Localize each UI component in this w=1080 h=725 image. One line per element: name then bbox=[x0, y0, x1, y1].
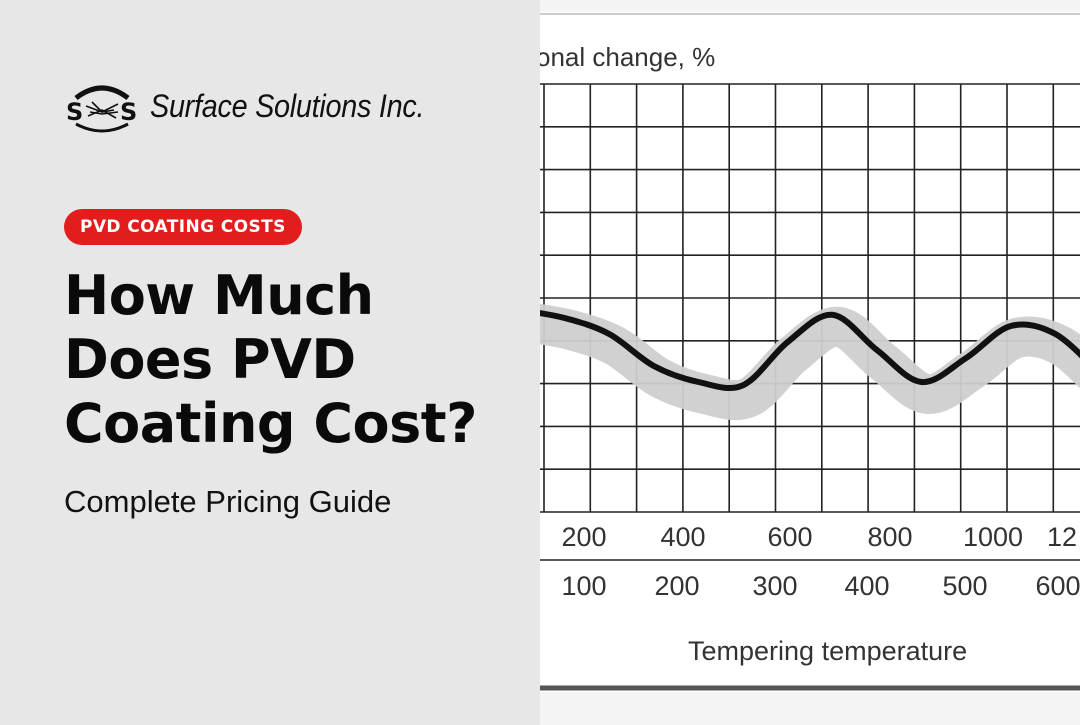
x-tick-upper-label: 800 bbox=[867, 522, 912, 552]
page-title: How Much Does PVD Coating Cost? bbox=[64, 264, 524, 456]
x-tick-upper-label: 600 bbox=[767, 522, 812, 552]
x-tick-upper-label: 12 bbox=[1047, 522, 1077, 552]
tolerance-band bbox=[540, 303, 1080, 420]
brand-logo[interactable]: S S Surface Solutions Inc. bbox=[62, 76, 455, 136]
logo-letter-left: S bbox=[66, 98, 83, 126]
brand-name: Surface Solutions Inc. bbox=[150, 87, 425, 124]
x-tick-upper-label: 200 bbox=[561, 522, 606, 552]
x-tick-lower-label: 200 bbox=[654, 571, 699, 601]
title-line-1: How Much bbox=[64, 264, 374, 327]
x-axis-label: Tempering temperature bbox=[688, 636, 967, 666]
x-tick-upper-label: 1000 bbox=[963, 522, 1023, 552]
y-axis-label: onal change, % bbox=[540, 42, 715, 72]
x-tick-lower-label: 300 bbox=[752, 571, 797, 601]
chart-grid bbox=[540, 83, 1080, 513]
x-tick-lower-label: 600 bbox=[1035, 571, 1080, 601]
series-line bbox=[540, 310, 1080, 391]
chart-image-panel: onal change, % 200 400 600 800 1000 12 100 200… bbox=[540, 0, 1080, 725]
surface-solutions-logo-icon: S S bbox=[66, 85, 137, 133]
category-badge[interactable]: PVD COATING COSTS bbox=[64, 209, 302, 245]
x-tick-upper-label: 400 bbox=[660, 522, 705, 552]
x-ticks-lower: 100 200 300 400 500 600 bbox=[561, 571, 1080, 601]
tolerance-band-path bbox=[540, 303, 1080, 420]
title-line-2: Does PVD bbox=[64, 328, 356, 391]
x-tick-lower-label: 100 bbox=[561, 571, 606, 601]
dimensional-change-chart: onal change, % 200 400 600 800 1000 12 100 200… bbox=[540, 0, 1080, 725]
x-tick-lower-label: 500 bbox=[942, 571, 987, 601]
x-tick-lower-label: 400 bbox=[844, 571, 889, 601]
title-line-3: Coating Cost? bbox=[64, 392, 477, 455]
series-line-path bbox=[540, 310, 1080, 391]
x-ticks-upper: 200 400 600 800 1000 12 bbox=[561, 522, 1077, 552]
page-subtitle: Complete Pricing Guide bbox=[64, 484, 392, 519]
left-panel: S S Surface Solutions Inc. PVD COATING C… bbox=[0, 0, 540, 725]
logo-letter-right: S bbox=[120, 98, 137, 126]
